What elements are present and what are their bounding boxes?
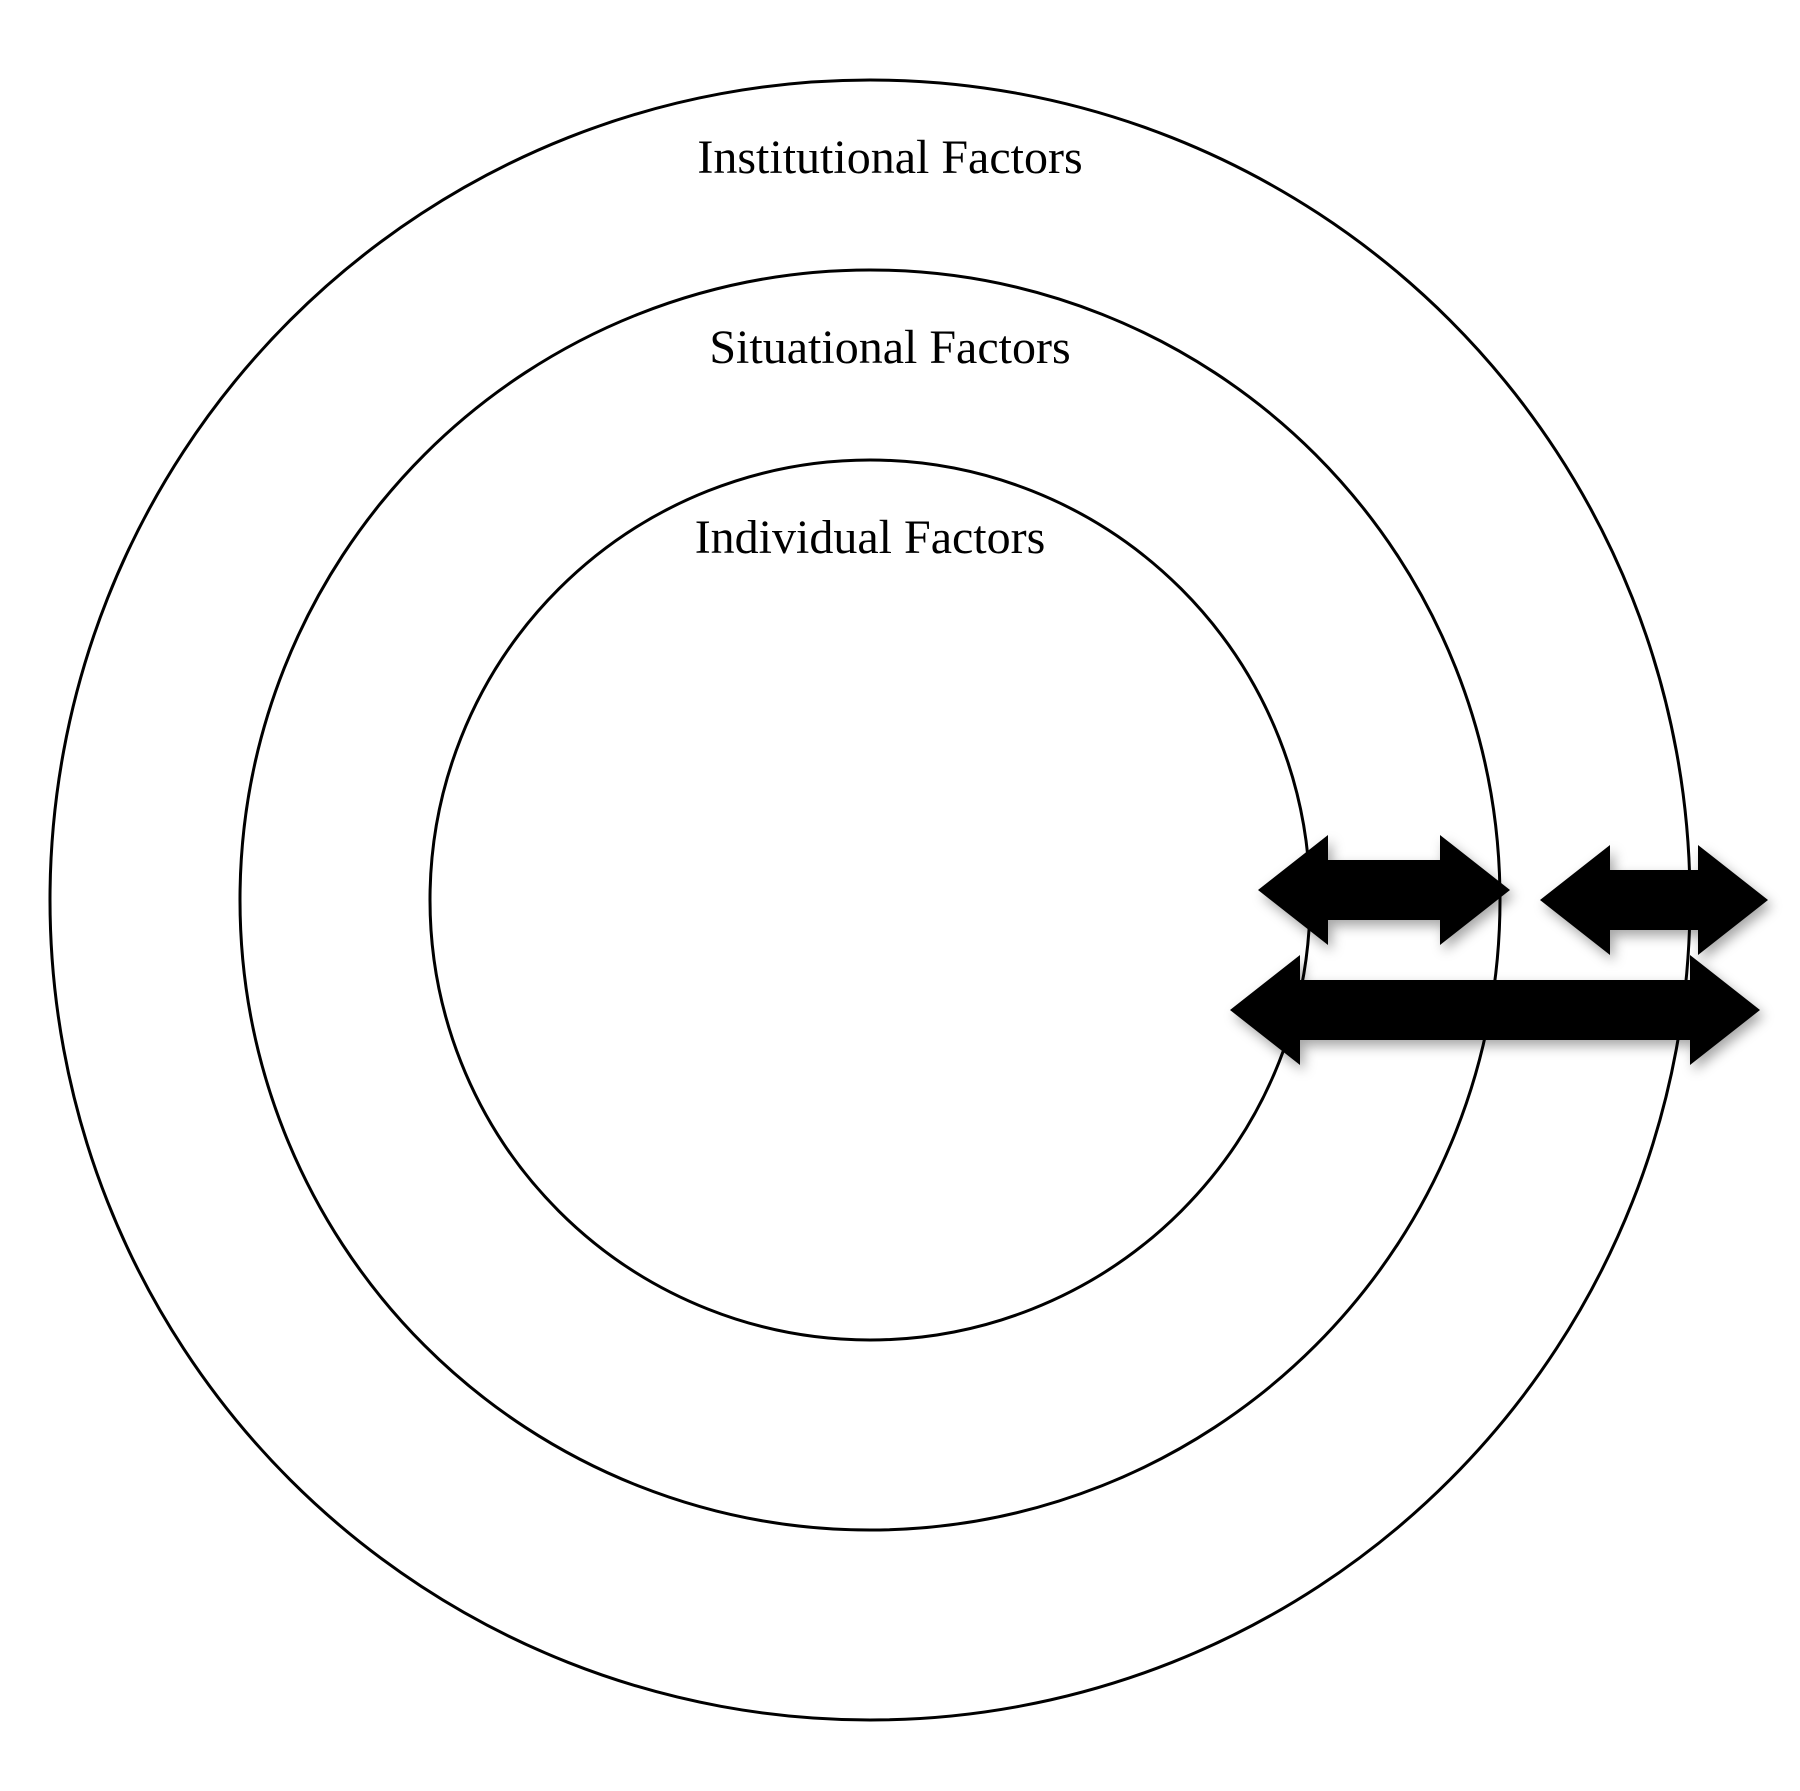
- diagram-canvas: Institutional Factors Situational Factors…: [0, 0, 1800, 1791]
- ring-label-inner: Individual Factors: [695, 510, 1046, 565]
- background: [0, 0, 1800, 1791]
- diagram-svg: [0, 0, 1800, 1791]
- ring-label-outer: Institutional Factors: [697, 130, 1082, 185]
- ring-label-middle: Situational Factors: [709, 320, 1070, 375]
